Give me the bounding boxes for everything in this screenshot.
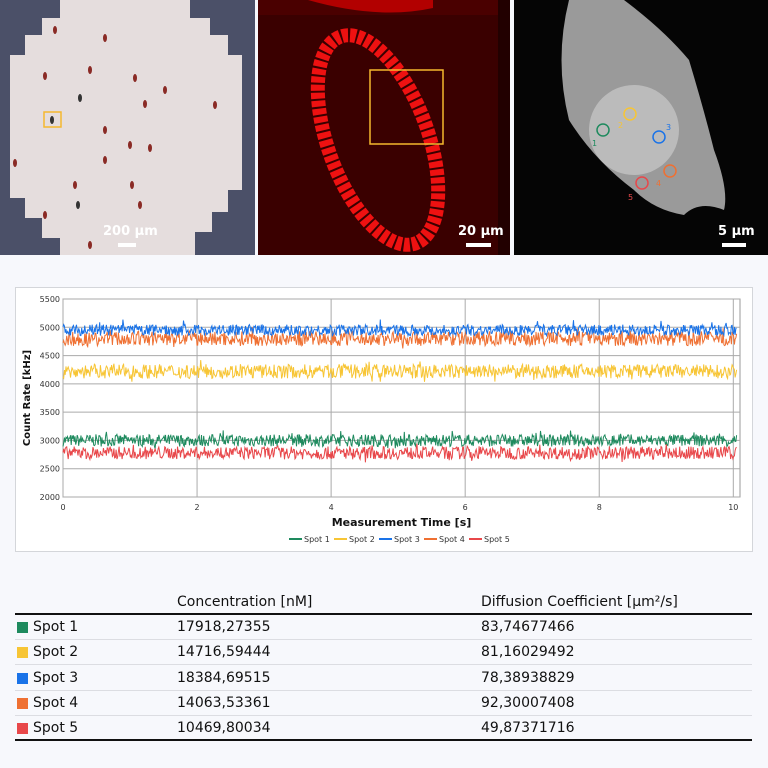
table-row: Spot 4 14063,53361 92,30007408 [15,691,752,716]
marker-label: 2 [618,121,623,130]
color-swatch [17,697,28,709]
spot-label: Spot 3 [33,669,79,686]
legend-label: Spot 1 [304,535,330,544]
legend-label: Spot 5 [484,535,510,544]
color-swatch [17,622,28,633]
diffusion-value: 92,30007408 [481,694,575,711]
x-tick-label: 10 [728,503,738,512]
marker-label: 3 [666,123,671,132]
color-swatch [17,647,28,659]
x-tick-label: 4 [329,503,334,512]
y-axis-label: Count Rate [kHz] [22,350,33,446]
fluorescence-image: 20 µm [258,0,510,255]
cell-field: 1 2 3 4 5 [561,0,726,215]
table-row: Spot 1 17918,27355 83,74677466 [15,615,752,640]
table-row: Spot 5 10469,80034 49,87371716 [15,716,752,742]
y-tick-label: 3500 [40,408,60,417]
scale-bar [466,243,491,247]
brightfield-image: 200 µm [0,0,255,255]
y-tick-label: 2500 [40,465,60,474]
y-tick-label: 4000 [40,380,60,389]
legend-label: Spot 3 [394,535,420,544]
cell-image: 1 2 3 4 5 5 µm [514,0,768,255]
spot-label: Spot 4 [33,694,79,711]
x-tick-label: 0 [60,503,65,512]
table-row: Spot 2 14716,59444 81,16029492 [15,640,752,666]
series-line-spot-1 [62,430,738,449]
fluorescence-field [258,0,510,255]
series-line-spot-4 [62,327,738,349]
spot-label: Spot 2 [33,644,79,661]
series-line-spot-3 [62,319,737,338]
legend-label: Spot 2 [349,535,375,544]
x-tick-label: 6 [463,503,468,512]
diffusion-value: 78,38938829 [481,669,575,686]
color-swatch [17,672,28,684]
diffusion-value: 49,87371716 [481,720,575,737]
x-axis-label: Measurement Time [s] [332,516,472,529]
diffusion-value: 83,74677466 [481,619,575,635]
table-row: Spot 3 18384,69515 78,38938829 [15,666,752,691]
scale-bar [722,243,746,247]
x-tick-label: 2 [195,503,200,512]
chart-svg: 2000 2500 3000 3500 4000 4500 5000 5500 0 2 4 6 8 10 M… [22,295,741,544]
brightfield-field [10,0,242,255]
spot-label: Spot 5 [33,720,79,737]
header-concentration: Concentration [nM] [177,594,313,610]
series-line-spot-5 [62,443,737,463]
scale-label: 20 µm [458,224,504,239]
marker-label: 5 [628,193,633,202]
y-tick-label: 3000 [40,436,60,445]
y-tick-label: 2000 [40,493,60,502]
concentration-value: 10469,80034 [177,720,271,737]
color-swatch [17,723,28,735]
scale-bar [118,243,136,247]
concentration-value: 17918,27355 [177,619,271,635]
scale-label: 200 µm [103,224,158,239]
diffusion-value: 81,16029492 [481,644,575,661]
concentration-value: 18384,69515 [177,669,271,686]
legend-label: Spot 4 [439,535,465,544]
series-line-spot-2 [62,360,738,382]
concentration-value: 14716,59444 [177,644,271,661]
spot-label: Spot 1 [33,619,79,635]
x-tick-label: 8 [597,503,602,512]
y-tick-label: 4500 [40,352,60,361]
y-tick-label: 5000 [40,323,60,332]
count-rate-chart: 2000 2500 3000 3500 4000 4500 5000 5500 0 2 4 6 8 10 M… [15,287,753,552]
y-tick-label: 5500 [40,295,60,304]
scale-label: 5 µm [718,224,755,239]
marker-label: 1 [592,139,597,148]
concentration-value: 14063,53361 [177,694,271,711]
header-diffusion: Diffusion Coefficient [µm²/s] [481,594,678,610]
marker-label: 4 [656,179,661,188]
header-rule [15,613,752,615]
